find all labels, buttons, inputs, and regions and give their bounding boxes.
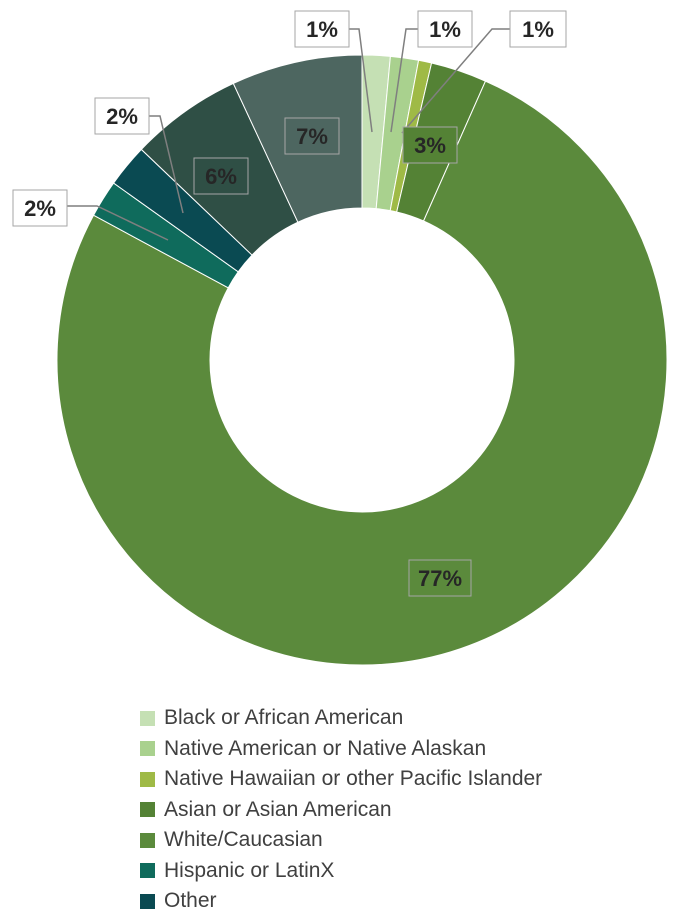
data-label: 77% <box>408 559 472 597</box>
legend-swatch <box>140 863 155 879</box>
legend-label: Native Hawaiian or other Pacific Islande… <box>164 767 543 791</box>
data-label-box <box>193 157 249 195</box>
data-label-box <box>408 559 472 597</box>
data-label: 1% <box>294 10 350 48</box>
data-label-box <box>94 97 150 135</box>
chart-legend: Black or African American Native American… <box>140 703 670 917</box>
leader-line <box>349 28 373 133</box>
data-label: 2% <box>12 189 68 227</box>
data-label-box <box>12 189 68 227</box>
slice-white-caucasian <box>56 80 668 666</box>
data-labels: 1% 1% 1% 3% 77% 2% 2% 6% 7% <box>12 10 567 597</box>
leader-lines <box>67 28 510 241</box>
legend-label: Asian or Asian American <box>164 797 392 821</box>
legend-swatch <box>140 771 155 787</box>
legend-label: Hispanic or LatinX <box>164 858 335 882</box>
data-label-box <box>294 10 350 48</box>
data-label-text: 1% <box>429 17 461 42</box>
data-label-text: 2% <box>24 196 56 221</box>
legend-label: Black or African American <box>164 706 404 730</box>
data-label-text: 7% <box>296 124 328 149</box>
legend-item: White/Caucasian <box>140 825 670 856</box>
data-label: 7% <box>284 117 340 155</box>
legend-label: Other <box>164 889 217 913</box>
legend-item: Other <box>140 886 670 917</box>
data-label: 1% <box>417 10 473 48</box>
leader-line <box>390 28 418 133</box>
donut-chart: 1% 1% 1% 3% 77% 2% 2% 6% 7% <box>12 10 668 666</box>
data-label: 6% <box>193 157 249 195</box>
legend-item: Native American or Native Alaskan <box>140 734 670 765</box>
legend-swatch <box>140 893 155 909</box>
donut-slices <box>56 54 668 666</box>
data-label: 2% <box>94 97 150 135</box>
legend-item: Hispanic or LatinX <box>140 856 670 887</box>
legend-item: Asian or Asian American <box>140 795 670 826</box>
legend-swatch <box>140 741 155 757</box>
data-label-text: 1% <box>522 17 554 42</box>
legend-label: Native American or Native Alaskan <box>164 736 487 760</box>
data-label-text: 3% <box>414 133 446 158</box>
leader-line <box>401 28 510 134</box>
data-label-text: 1% <box>306 17 338 42</box>
legend-swatch <box>140 710 155 726</box>
data-label-box <box>284 117 340 155</box>
legend-label: White/Caucasian <box>164 828 323 852</box>
data-label-box <box>509 10 567 48</box>
data-label-box <box>402 126 458 164</box>
legend-item: Native Hawaiian or other Pacific Islande… <box>140 764 670 795</box>
legend-swatch <box>140 802 155 818</box>
data-label: 3% <box>402 126 458 164</box>
data-label-text: 6% <box>205 164 237 189</box>
legend-item: Black or African American <box>140 703 670 734</box>
leader-line <box>149 115 184 214</box>
leader-line <box>67 205 169 241</box>
data-label: 1% <box>509 10 567 48</box>
data-label-text: 77% <box>418 566 462 591</box>
legend-swatch <box>140 832 155 848</box>
data-label-text: 2% <box>106 104 138 129</box>
data-label-box <box>417 10 473 48</box>
